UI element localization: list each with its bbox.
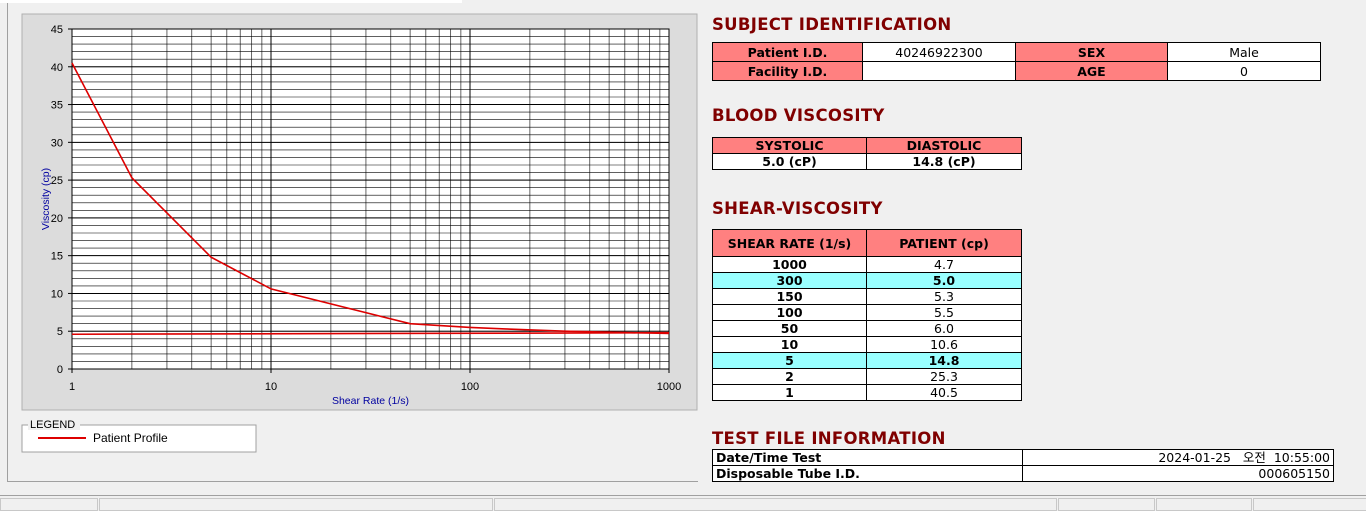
viscosity-cell: 4.7 [866,256,1022,273]
shear-rate-cell: 50 [712,320,867,337]
shear-rate-cell: 300 [712,272,867,289]
field-label: AGE [1015,61,1168,81]
status-cell [99,498,493,511]
shear-rate-cell: 10 [712,336,867,353]
y-tick-label: 25 [51,175,63,187]
legend-title-bg [28,418,80,430]
legend-label: Patient Profile [93,431,168,445]
y-tick-label: 10 [51,288,63,300]
y-tick-label: 30 [51,137,63,149]
shear-rate-cell: 5 [712,352,867,369]
status-cell [1156,498,1252,511]
column-header: SHEAR RATE (1/s) [712,229,867,257]
field-label: SEX [1015,42,1168,62]
status-cell [1058,498,1155,511]
column-header: DIASTOLIC [866,137,1022,154]
x-tick-label: 1 [69,381,75,393]
series-line [71,331,670,336]
viscosity-cell: 5.0 [866,272,1022,289]
viscosity-cell: 40.5 [866,384,1022,401]
info-value: 000605150 [1022,465,1334,482]
info-label: Date/Time Test [712,449,1023,466]
viscosity-cell: 5.3 [866,288,1022,305]
shear-rate-cell: 1000 [712,256,867,273]
value-cell: 5.0 (cP) [712,153,867,170]
status-cell [0,498,98,511]
field-label: Patient I.D. [712,42,863,62]
field-value: Male [1167,42,1321,62]
y-tick-label: 45 [51,24,63,36]
info-value: 2024-01-25 오전 10:55:00 [1022,449,1334,466]
x-tick-label: 10 [265,381,277,393]
viscosity-cell: 14.8 [866,352,1022,369]
shear-rate-cell: 1 [712,384,867,401]
column-header: SYSTOLIC [712,137,867,154]
info-label: Disposable Tube I.D. [712,465,1023,482]
field-value: 0 [1167,61,1321,81]
viscosity-cell: 6.0 [866,320,1022,337]
y-tick-label: 35 [51,100,63,112]
field-value: 40246922300 [862,42,1016,62]
plot-area [72,29,669,369]
y-tick-label: 5 [57,326,63,338]
chart: 0 5 10 15 20 25 30 35 40 45 1 10 100 1000 Shear Rate (… [21,13,698,453]
field-label: Facility I.D. [712,61,863,81]
shear-rate-cell: 100 [712,304,867,321]
y-axis-label: Viscosity (cp) [40,168,52,230]
chart-panel-frame [7,3,698,482]
section-title: SUBJECT IDENTIFICATION [712,15,952,34]
legend-title: LEGEND [30,419,75,431]
shear-rate-cell: 150 [712,288,867,305]
column-header: PATIENT (cp) [866,229,1022,257]
y-tick-label: 40 [51,62,63,74]
plot-frame [71,28,670,370]
section-title: BLOOD VISCOSITY [712,106,885,125]
status-bar [0,495,1366,511]
value-cell: 14.8 (cP) [866,153,1022,170]
y-tick-label: 15 [51,251,63,263]
section-title: SHEAR-VISCOSITY [712,199,883,218]
status-cell [1253,498,1366,511]
series-line [71,62,670,335]
x-axis-label: Shear Rate (1/s) [332,395,409,407]
shear-rate-cell: 2 [712,368,867,385]
viscosity-cell: 10.6 [866,336,1022,353]
y-tick-label: 20 [51,213,63,225]
top-strip [0,0,462,3]
field-value [862,61,1016,81]
status-cell [494,498,1057,511]
x-tick-label: 1000 [657,381,681,393]
x-tick-label: 100 [461,381,479,393]
viscosity-cell: 25.3 [866,368,1022,385]
section-title: TEST FILE INFORMATION [712,429,946,448]
viscosity-cell: 5.5 [866,304,1022,321]
y-tick-label: 0 [57,364,63,376]
